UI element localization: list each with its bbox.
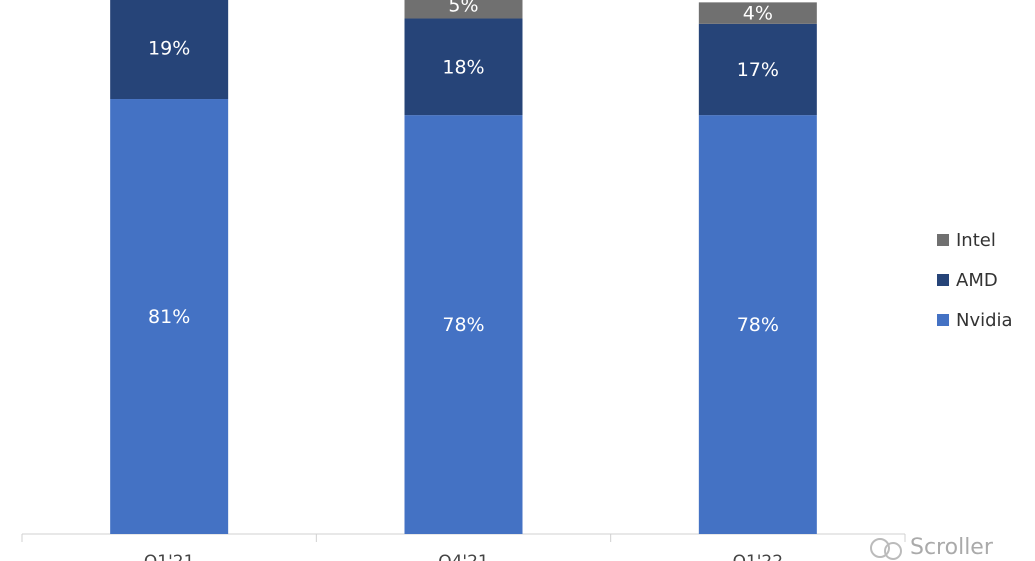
watermark: Scroller xyxy=(870,535,994,560)
data-label: 78% xyxy=(442,314,484,336)
legend-swatch xyxy=(937,274,949,286)
bar-segment xyxy=(110,99,229,534)
x-tick-label: Q1'21 xyxy=(144,552,195,561)
data-label: 17% xyxy=(737,59,779,81)
x-tick-label: Q1'22 xyxy=(733,552,784,561)
data-label: 81% xyxy=(148,306,190,328)
legend-label: Intel xyxy=(956,230,996,251)
watermark-icon xyxy=(884,542,902,560)
data-label: 19% xyxy=(148,38,190,60)
legend-swatch xyxy=(937,314,949,326)
bar-segment xyxy=(404,115,523,534)
bar-segment xyxy=(698,2,817,24)
data-label: 5% xyxy=(448,0,478,17)
bar-segment xyxy=(404,18,523,116)
x-tick-label: Q4'21 xyxy=(438,552,489,561)
watermark-text: Scroller xyxy=(910,535,994,560)
legend-label: AMD xyxy=(956,270,998,291)
bar-segment xyxy=(110,0,229,100)
data-label: 78% xyxy=(737,314,779,336)
legend-label: Nvidia xyxy=(956,310,1013,331)
data-label: 4% xyxy=(743,3,773,25)
bar-segment xyxy=(698,115,817,534)
watermark-icon xyxy=(870,538,890,558)
bar-segment xyxy=(404,0,523,19)
data-label: 18% xyxy=(442,56,484,78)
legend-swatch xyxy=(937,234,949,246)
bar-segment xyxy=(698,23,817,116)
